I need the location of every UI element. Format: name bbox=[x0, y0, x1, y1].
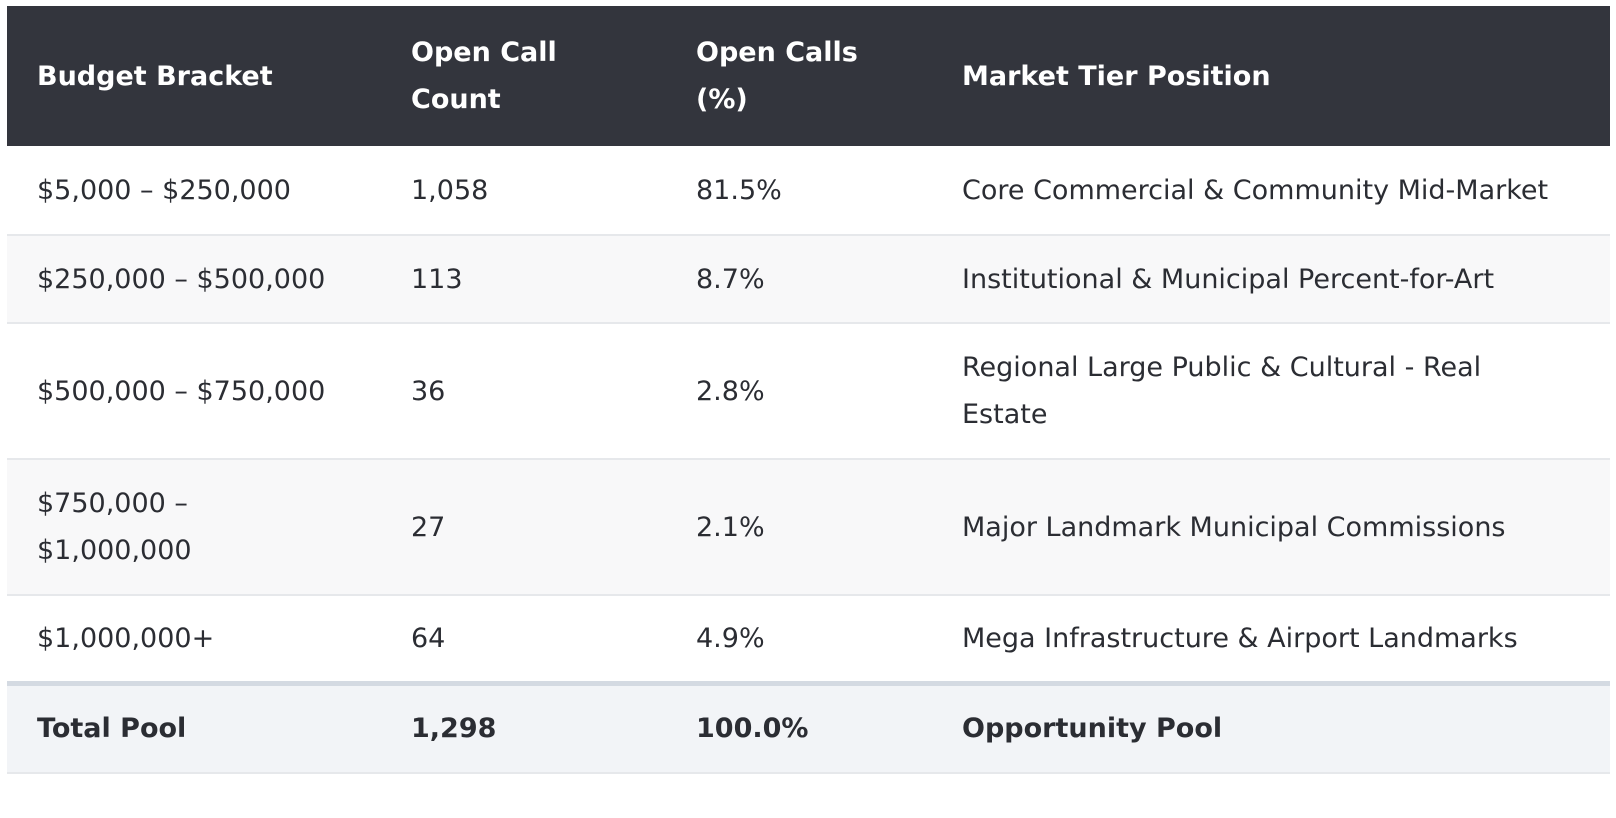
cell-market-tier-position: Regional Large Public & Cultural - Real … bbox=[932, 323, 1610, 460]
cell-open-call-count: 113 bbox=[381, 235, 666, 324]
cell-market-tier-position: Mega Infrastructure & Airport Landmarks bbox=[932, 595, 1610, 684]
total-market-tier-position: Opportunity Pool bbox=[932, 680, 1610, 774]
table-body: $5,000 – $250,000 1,058 81.5% Core Comme… bbox=[7, 146, 1610, 684]
cell-open-call-count: 64 bbox=[381, 595, 666, 684]
cell-open-calls-percent: 81.5% bbox=[666, 146, 932, 236]
budget-bracket-table-container: Budget Bracket Open Call Count Open Call… bbox=[7, 6, 1610, 774]
cell-open-calls-percent: 4.9% bbox=[666, 595, 932, 684]
cell-market-tier-position: Institutional & Municipal Percent-for-Ar… bbox=[932, 235, 1610, 324]
cell-open-calls-percent: 2.8% bbox=[666, 323, 932, 460]
total-row: Total Pool 1,298 100.0% Opportunity Pool bbox=[7, 680, 1610, 774]
table-row: $1,000,000+ 64 4.9% Mega Infrastructure … bbox=[7, 595, 1610, 684]
header-open-call-count: Open Call Count bbox=[411, 37, 557, 115]
table-row: $500,000 – $750,000 36 2.8% Regional Lar… bbox=[7, 323, 1610, 460]
cell-budget-bracket: $5,000 – $250,000 bbox=[7, 146, 381, 236]
table-footer: Total Pool 1,298 100.0% Opportunity Pool bbox=[7, 680, 1610, 774]
header-market-tier-position: Market Tier Position bbox=[962, 60, 1271, 92]
cell-open-call-count: 27 bbox=[381, 459, 666, 596]
table-header: Budget Bracket Open Call Count Open Call… bbox=[7, 6, 1610, 146]
total-budget-bracket: Total Pool bbox=[7, 680, 381, 774]
cell-budget-bracket: $750,000 – $1,000,000 bbox=[7, 459, 381, 596]
header-budget-bracket: Budget Bracket bbox=[37, 60, 273, 92]
table-row: $250,000 – $500,000 113 8.7% Institution… bbox=[7, 235, 1610, 324]
total-open-calls-percent: 100.0% bbox=[666, 680, 932, 774]
budget-bracket-table: Budget Bracket Open Call Count Open Call… bbox=[7, 6, 1610, 774]
cell-budget-bracket: $250,000 – $500,000 bbox=[7, 235, 381, 324]
cell-open-calls-percent: 2.1% bbox=[666, 459, 932, 596]
cell-open-calls-percent: 8.7% bbox=[666, 235, 932, 324]
header-row: Budget Bracket Open Call Count Open Call… bbox=[7, 6, 1610, 146]
header-open-calls-percent: Open Calls (%) bbox=[696, 37, 858, 115]
total-open-call-count: 1,298 bbox=[381, 680, 666, 774]
cell-budget-bracket: $1,000,000+ bbox=[7, 595, 381, 684]
cell-market-tier-position: Core Commercial & Community Mid-Market bbox=[932, 146, 1610, 236]
cell-market-tier-position: Major Landmark Municipal Commissions bbox=[932, 459, 1610, 596]
table-row: $5,000 – $250,000 1,058 81.5% Core Comme… bbox=[7, 146, 1610, 236]
table-row: $750,000 – $1,000,000 27 2.1% Major Land… bbox=[7, 459, 1610, 596]
cell-open-call-count: 1,058 bbox=[381, 146, 666, 236]
cell-open-call-count: 36 bbox=[381, 323, 666, 460]
cell-budget-bracket: $500,000 – $750,000 bbox=[7, 323, 381, 460]
